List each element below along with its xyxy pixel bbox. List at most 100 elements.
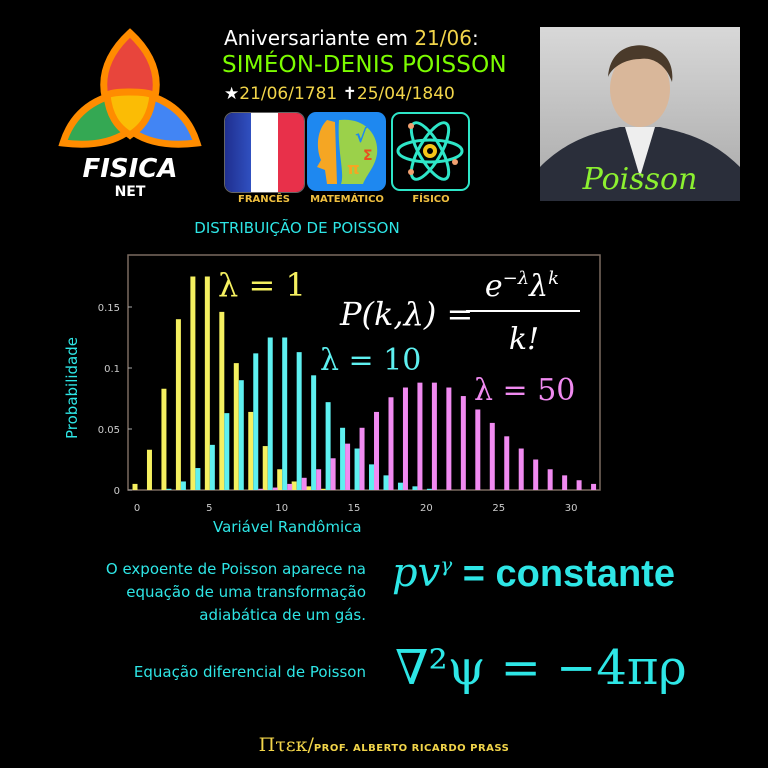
fisica-net-logo: FISICA NET (55, 25, 205, 200)
y-tick-label: 0.05 (98, 425, 120, 436)
bar-series1-k16 (369, 464, 375, 490)
formula-numerator: e−λλk (485, 268, 559, 304)
bar-series1-k7 (238, 380, 244, 490)
bar-series2-k27 (533, 459, 539, 490)
x-tick-label: 0 (134, 503, 140, 514)
x-axis-label: Variável Randômica (213, 518, 362, 536)
tile-label-mathematician: MATEMÁTICO (310, 194, 384, 205)
bar-series0-k8 (248, 411, 254, 490)
formula-lhs: P(k,λ) = (339, 295, 473, 333)
x-tick-label: 10 (275, 503, 288, 514)
bar-series1-k13 (325, 402, 331, 490)
bar-series2-k25 (504, 436, 510, 490)
bar-series2-k16 (374, 411, 380, 490)
bar-series2-k18 (402, 387, 408, 490)
bar-series2-k21 (446, 387, 452, 490)
bar-series0-k1 (146, 449, 152, 490)
bar-series2-k28 (547, 469, 553, 490)
bar-series1-k3 (180, 481, 186, 490)
bar-series0-k12 (306, 486, 312, 490)
bar-series1-k4 (195, 468, 201, 490)
cross-icon: ✝ (342, 84, 357, 104)
bar-series2-k12 (316, 469, 322, 490)
adiabatic-formula: pvγ = constante (392, 550, 675, 596)
y-axis-label: Probabilidade (63, 337, 81, 439)
poisson-equation-formula: ∇²ψ = −4πρ (395, 640, 687, 696)
bar-series2-k9 (272, 487, 278, 490)
bar-series2-k31 (591, 483, 597, 490)
tile-label-nationality: FRANCÊS (237, 194, 290, 205)
bar-series1-k8 (253, 353, 259, 490)
x-tick-label: 25 (492, 503, 505, 514)
bar-series0-k7 (233, 363, 239, 490)
poisson-equation-label: Equação diferencial de Poisson (133, 663, 366, 681)
bar-series1-k6 (224, 413, 230, 490)
france-flag-icon (224, 112, 305, 193)
bar-series2-k8 (258, 488, 264, 490)
bar-series1-k19 (412, 486, 418, 490)
life-dates: ★21/06/1781 ✝25/04/1840 (224, 84, 455, 104)
star-icon: ★ (224, 84, 240, 104)
bar-series0-k2 (161, 388, 167, 490)
bar-series0-k6 (219, 311, 225, 490)
svg-text:√: √ (355, 126, 368, 147)
bar-series2-k29 (562, 475, 568, 490)
bar-series1-k20 (426, 488, 432, 490)
svg-text:Σ: Σ (363, 148, 373, 164)
bar-series1-k11 (296, 352, 302, 490)
bar-series2-k24 (489, 422, 495, 490)
x-tick-label: 5 (206, 503, 212, 514)
tile-label-physicist: FÍSICO (412, 194, 450, 205)
bar-series1-k15 (354, 448, 360, 490)
bar-series2-k23 (475, 409, 481, 490)
x-tick-label: 30 (565, 503, 578, 514)
bar-series2-k20 (431, 382, 437, 490)
x-tick-label: 15 (348, 503, 361, 514)
bar-series2-k17 (388, 397, 394, 490)
bar-series0-k10 (277, 469, 283, 490)
y-tick-label: 0.1 (104, 364, 120, 375)
portrait: Poisson (540, 27, 740, 201)
bar-series0-k4 (190, 276, 196, 490)
logo-text: FISICA (82, 154, 177, 184)
bar-series2-k15 (359, 427, 365, 490)
bar-series1-k2 (166, 488, 172, 490)
bar-series0-k13 (320, 488, 326, 490)
bar-series0-k11 (291, 481, 297, 490)
bar-series1-k12 (311, 375, 317, 490)
formula-denominator: k! (509, 322, 539, 357)
bar-series2-k14 (345, 443, 351, 490)
atom-icon (391, 112, 470, 191)
bar-series0-k0 (132, 483, 138, 490)
section-title: DISTRIBUIÇÃO DE POISSON (194, 219, 400, 237)
x-tick-label: 20 (420, 503, 433, 514)
bar-series1-k5 (209, 444, 215, 490)
svg-text:π: π (347, 159, 360, 178)
signature: Poisson (582, 162, 698, 197)
bar-series2-k11 (301, 477, 307, 490)
bar-series1-k17 (383, 475, 389, 490)
series-label-lambda-1: λ = 1 (218, 266, 306, 304)
bar-series2-k13 (330, 458, 336, 490)
bar-series2-k26 (518, 448, 524, 490)
bar-series0-k3 (175, 319, 181, 490)
bar-series2-k19 (417, 382, 423, 490)
scientist-name: SIMÉON-DENIS POISSON (222, 52, 507, 78)
bar-series1-k9 (267, 337, 273, 490)
bar-series0-k5 (204, 276, 210, 490)
footer-credit: Πτεκ/PROF. ALBERTO RICARDO PRASS (258, 734, 510, 756)
svg-text:NET: NET (115, 184, 146, 200)
bar-series2-k30 (576, 480, 582, 490)
bar-series2-k22 (460, 396, 466, 490)
bar-series1-k18 (397, 482, 403, 490)
adiabatic-text: O expoente de Poisson aparece na equação … (105, 560, 366, 624)
bar-series0-k9 (262, 446, 268, 490)
bar-series2-k10 (287, 483, 293, 490)
series-label-lambda-50: λ = 50 (474, 373, 575, 408)
birthday-heading: Aniversariante em 21/06: (224, 26, 479, 50)
y-tick-label: 0.15 (98, 303, 120, 314)
bar-series1-k14 (340, 427, 346, 490)
y-tick-label: 0 (114, 486, 120, 497)
